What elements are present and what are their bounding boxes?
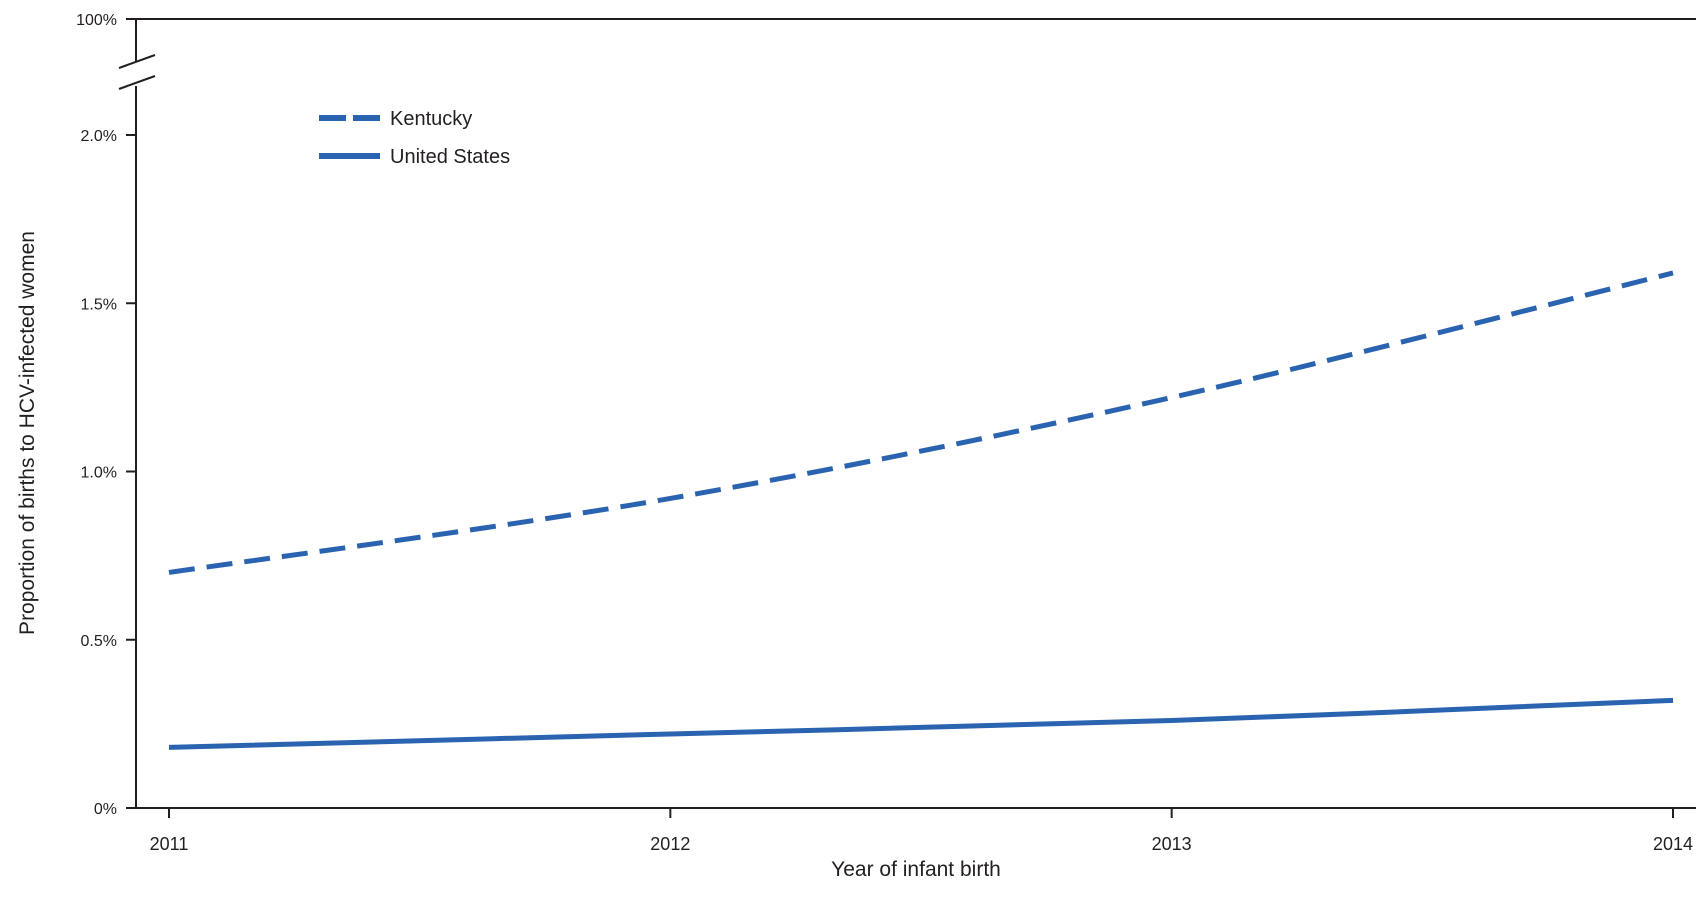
x-axis-title: Year of infant birth: [831, 858, 1001, 881]
x-tick-label: 2011: [150, 834, 189, 854]
y-tick-label: 1.5%: [81, 296, 117, 313]
axes: [118, 18, 1696, 809]
y-tick-label: 0%: [94, 801, 117, 818]
legend-label: Kentucky: [390, 108, 472, 130]
series-lines: [168, 270, 1674, 750]
x-ticks: 2011 2012 2013 2014: [150, 808, 1693, 854]
y-tick-label: 0.5%: [81, 633, 117, 650]
legend: Kentucky United States: [319, 108, 510, 168]
axis-break-mark-upper: [118, 54, 156, 69]
legend-label: United States: [390, 146, 510, 168]
axis-break-mark-lower: [118, 75, 156, 90]
series-line-kentucky: [168, 270, 1674, 575]
x-tick-label: 2012: [650, 834, 690, 854]
x-tick-label: 2013: [1152, 834, 1192, 854]
y-tick-label: 1.0%: [81, 465, 117, 482]
y-axis-title: Proportion of births to HCV-infected wom…: [16, 231, 39, 635]
y-ticks: 0% 0.5% 1.0% 1.5% 2.0%: [81, 128, 136, 818]
y-tick-label-top: 100%: [76, 12, 117, 29]
series-line-united-states: [168, 697, 1674, 750]
x-tick-label: 2014: [1653, 834, 1693, 854]
y-tick-label: 2.0%: [81, 128, 117, 145]
